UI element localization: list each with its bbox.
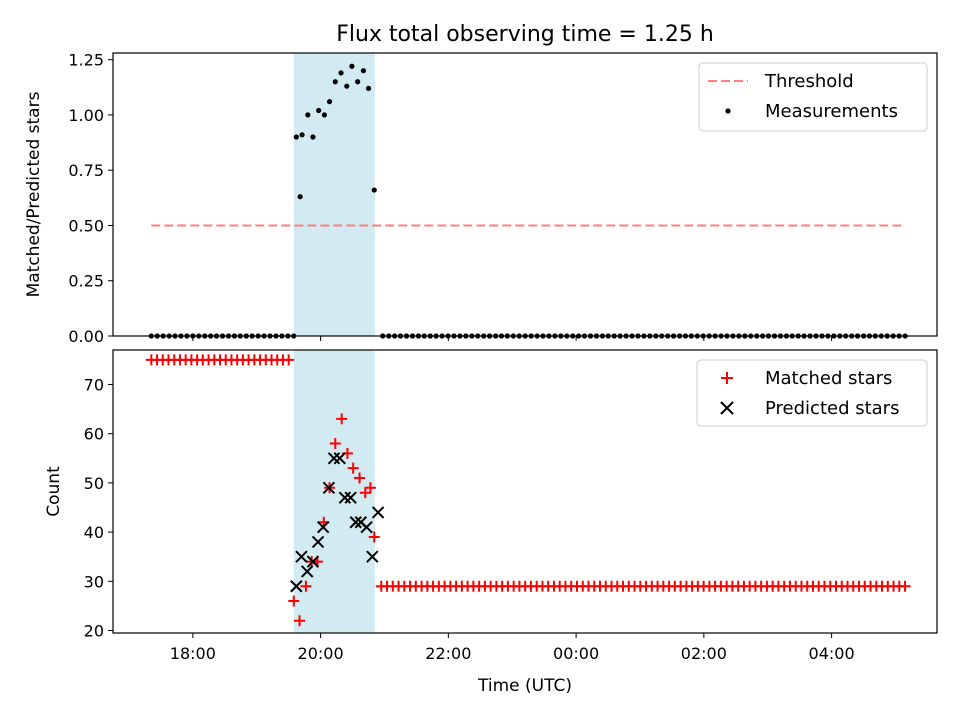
y-tick-label: 40: [84, 523, 104, 542]
top-legend-box: [698, 62, 928, 132]
x-tick-label: 20:00: [298, 644, 344, 663]
matched-stars-point: [288, 595, 300, 607]
measurements-point: [299, 132, 305, 138]
predicted-stars-point: [327, 452, 341, 465]
matched-stars-point: [336, 413, 348, 425]
predicted-stars-point: [371, 506, 385, 519]
x-axis-label: Time (UTC): [477, 676, 572, 696]
x-tick-label: 18:00: [170, 644, 216, 663]
measurements-point: [332, 79, 338, 85]
y-tick-label: 0.50: [68, 216, 104, 235]
predicted-stars-point: [344, 491, 357, 504]
measurements-point: [321, 112, 328, 118]
predicted-legend-swatch: [720, 401, 734, 415]
predicted-stars-point: [295, 550, 308, 563]
top-legend: Threshold Measurements: [698, 62, 928, 132]
measurements-point: [305, 112, 311, 118]
y-tick-label: 1.25: [68, 51, 104, 70]
y-tick-label: 50: [84, 474, 104, 493]
measurements-point: [355, 79, 361, 85]
matched-stars-point: [364, 482, 376, 494]
matched-stars-point: [300, 580, 312, 592]
y-tick-label: 0.00: [68, 327, 104, 346]
matched-stars-point: [294, 615, 306, 627]
predicted-stars-point: [316, 520, 330, 534]
bottom-panel-frame: [112, 349, 938, 634]
matched-stars-flat-after-point: [899, 580, 911, 592]
measurements-point: [297, 194, 303, 200]
measurements-point: [344, 83, 350, 89]
predicted-stars-point: [290, 580, 303, 593]
measurements-point: [338, 70, 344, 76]
predicted-legend-label: Predicted stars: [765, 398, 899, 419]
y-tick-label: 70: [84, 375, 104, 394]
y-tick-label: 1.00: [68, 106, 104, 125]
measurements-point: [365, 85, 372, 91]
top-panel-frame: [112, 52, 938, 337]
matched-stars-point: [347, 462, 359, 474]
predicted-stars-point: [300, 565, 314, 578]
y-tick-label: 60: [84, 425, 104, 444]
predicted-stars-point: [333, 452, 346, 465]
x-tick-label: 04:00: [809, 644, 855, 663]
predicted-stars-point: [366, 550, 379, 563]
observing-window-span: [293, 53, 375, 336]
measurements-legend-swatch: [725, 108, 731, 114]
chart-title: Flux total observing time = 1.25 h: [336, 22, 714, 47]
measurements-legend-label: Measurements: [765, 101, 898, 122]
bottom-panel-ylabel: Count: [44, 466, 64, 517]
y-tick-label: 0.25: [68, 272, 104, 291]
top-panel: 0.00 0.25 0.50 0.75 1.00 1.25 Matched/Predict…: [24, 51, 938, 346]
predicted-stars-point: [360, 520, 373, 534]
matched-stars-point: [329, 438, 341, 450]
matched-legend-swatch: [721, 372, 733, 384]
predicted-stars-point: [306, 555, 320, 568]
bottom-legend: Matched stars Predicted stars: [696, 359, 928, 427]
x-tick-label: 02:00: [681, 644, 727, 663]
bottom-legend-box: [696, 359, 928, 427]
matched-stars-point: [354, 472, 366, 484]
y-tick-label: 0.75: [68, 161, 104, 180]
matched-stars-point: [359, 487, 371, 499]
predicted-stars-point: [311, 535, 325, 549]
predicted-stars-point: [322, 481, 336, 495]
y-tick-label: 20: [84, 622, 104, 641]
matched-stars-flat-before-point: [283, 354, 295, 366]
measurements-point: [310, 134, 316, 140]
y-tick-label: 30: [84, 572, 104, 591]
measurements-point: [360, 68, 366, 74]
x-tick-label: 00:00: [553, 644, 599, 663]
x-tick-label: 22:00: [425, 644, 471, 663]
predicted-stars-point: [338, 491, 352, 504]
matched-stars-point: [368, 531, 380, 543]
threshold-legend-label: Threshold: [764, 71, 854, 92]
top-panel-ylabel: Matched/Predicted stars: [24, 91, 44, 297]
measurements-point: [293, 134, 299, 140]
bottom-panel: 20 30 40 50 60 70 18:00 20:00 22:00 00:00 02:00 04…: [44, 349, 938, 696]
predicted-stars-point: [349, 516, 362, 529]
measurements-point: [326, 99, 333, 105]
measurements-point: [371, 187, 377, 193]
measurements-point: [316, 107, 322, 114]
matched-legend-label: Matched stars: [765, 368, 892, 389]
measurements-point: [349, 63, 355, 69]
